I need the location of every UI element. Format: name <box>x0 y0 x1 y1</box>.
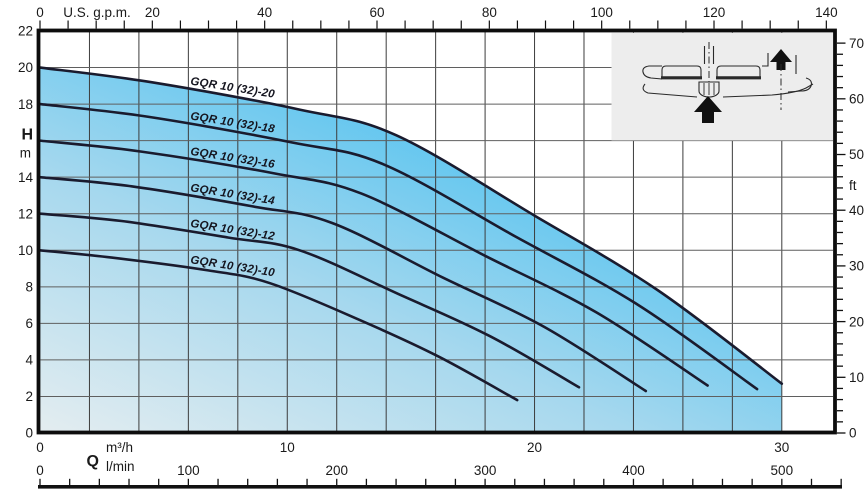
left-tick-label: 22 <box>18 24 33 39</box>
top-tick-label: 40 <box>257 5 272 20</box>
pump-curve-0 <box>38 66 784 385</box>
hull-bottom-left <box>642 83 698 98</box>
m3h-tick-label: 30 <box>774 440 789 455</box>
pump-curves <box>38 66 784 402</box>
top-tick-label: 0 <box>36 5 44 20</box>
left-tick-label: 2 <box>25 389 33 404</box>
pump-cross-section-inset <box>611 32 834 141</box>
pump-curve-2 <box>38 139 709 387</box>
left-tick-label: 10 <box>18 243 33 258</box>
left-tick-label: 6 <box>25 316 33 331</box>
right-tick-label: 10 <box>849 370 864 385</box>
casing-left-block <box>661 65 702 77</box>
plot-border <box>36 28 837 435</box>
right-tick-label: 30 <box>849 259 864 274</box>
inlet-arrow-up-icon <box>694 96 722 123</box>
lmin-tick-label: 400 <box>622 463 645 478</box>
outlet-arrow-up-icon <box>770 49 792 70</box>
impeller-barrel <box>698 81 720 98</box>
lmin-tick-label: 200 <box>325 463 348 478</box>
right-tick-label: 70 <box>849 36 864 51</box>
left-tick-label: 4 <box>25 353 33 368</box>
lmin-tick-label: 100 <box>177 463 200 478</box>
right-tick-label: 50 <box>849 147 864 162</box>
hull-left-curl <box>642 65 663 80</box>
pump-curve-4 <box>38 212 581 389</box>
left-axis-symbol: H <box>21 127 33 144</box>
inset-panel <box>611 32 834 141</box>
left-tick-label: 20 <box>18 60 33 75</box>
top-tick-label: 120 <box>703 5 726 20</box>
right-tick-label: 0 <box>849 426 857 441</box>
pump-curve-5 <box>38 248 519 402</box>
right-tick-label: 60 <box>849 92 864 107</box>
top-axis-unit: U.S. g.p.m. <box>63 5 131 20</box>
pipe-right-top <box>762 53 769 67</box>
flow-symbol: Q <box>87 453 99 470</box>
lmin-tick-label: 0 <box>36 463 44 478</box>
left-tick-label: 12 <box>18 206 33 221</box>
left-tick-label: 0 <box>25 426 33 441</box>
right-tick-label: 20 <box>849 314 864 329</box>
top-tick-label: 140 <box>815 5 838 20</box>
pump-curve-1 <box>38 102 759 391</box>
hull-bottom-right <box>722 83 814 98</box>
right-axis-unit: ft <box>849 178 857 193</box>
hull-right-flange <box>787 77 812 93</box>
top-tick-label: 60 <box>369 5 384 20</box>
lmin-tick-label: 300 <box>474 463 497 478</box>
left-axis-unit: m <box>20 146 31 161</box>
top-tick-label: 80 <box>482 5 497 20</box>
m3h-tick-label: 20 <box>527 440 542 455</box>
casing-right-block <box>716 65 761 77</box>
m3h-tick-label: 10 <box>280 440 295 455</box>
top-tick-label: 100 <box>590 5 613 20</box>
pump-curve-3 <box>38 175 648 393</box>
right-tick-label: 40 <box>849 203 864 218</box>
lmin-ruler <box>38 485 842 489</box>
m3h-tick-label: 0 <box>36 440 44 455</box>
left-tick-label: 14 <box>18 170 34 185</box>
top-tick-label: 20 <box>145 5 160 20</box>
lmin-unit: l/min <box>106 459 135 474</box>
m3h-unit: m³/h <box>106 440 133 455</box>
left-tick-label: 8 <box>25 280 33 295</box>
left-tick-label: 18 <box>18 97 33 112</box>
lmin-tick-label: 500 <box>771 463 794 478</box>
plot-frame <box>36 28 837 435</box>
